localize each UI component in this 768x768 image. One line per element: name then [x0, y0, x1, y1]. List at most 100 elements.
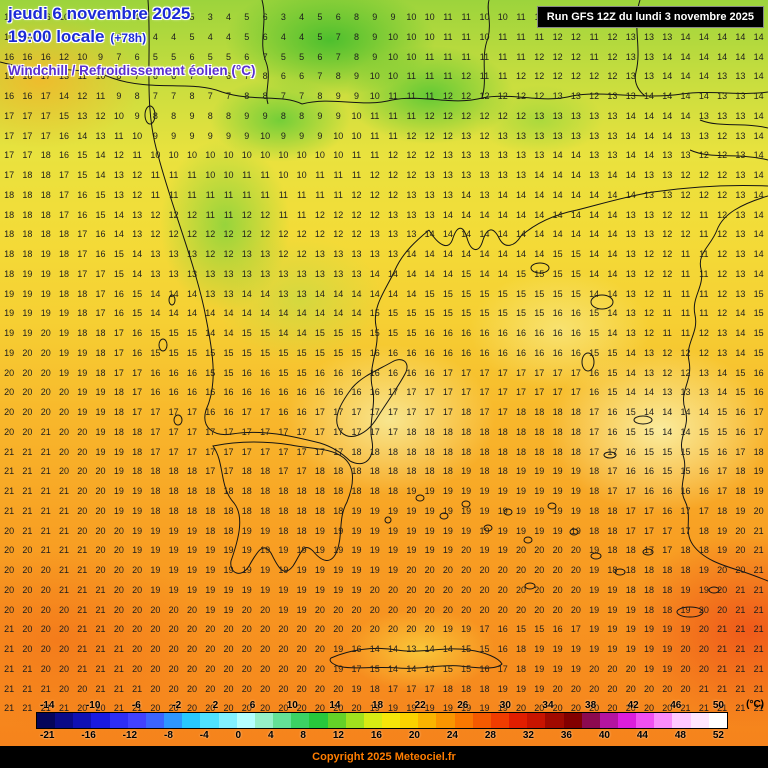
windchill-value: 12: [552, 31, 563, 42]
windchill-value: 17: [223, 446, 234, 457]
windchill-value: 14: [698, 51, 709, 62]
windchill-value: 12: [643, 268, 654, 279]
windchill-value: 18: [241, 466, 252, 477]
windchill-value: 13: [643, 209, 654, 220]
windchill-value: 15: [589, 308, 600, 319]
windchill-value: 10: [424, 12, 435, 22]
windchill-value: 18: [735, 466, 746, 477]
windchill-value: 20: [643, 703, 654, 714]
windchill-value: 18: [40, 150, 51, 161]
windchill-value: 11: [187, 170, 197, 180]
windchill-value: 11: [388, 110, 398, 121]
windchill-value: 19: [351, 683, 362, 694]
windchill-value: 21: [4, 624, 15, 635]
windchill-value: 14: [753, 189, 764, 200]
windchill-value: 15: [150, 328, 161, 338]
windchill-value: 20: [625, 663, 636, 674]
windchill-value: 14: [406, 268, 417, 279]
windchill-value: 13: [680, 130, 691, 141]
windchill-value: 19: [516, 466, 527, 477]
windchill-value: 10: [150, 150, 161, 161]
windchill-value: 13: [406, 644, 417, 654]
windchill-value: 19: [132, 486, 143, 496]
windchill-value: 14: [698, 31, 709, 42]
windchill-value: 13: [570, 91, 581, 101]
windchill-value: 20: [607, 703, 618, 714]
windchill-value: 15: [479, 288, 490, 299]
windchill-value: 21: [77, 565, 88, 575]
windchill-value: 18: [168, 486, 179, 496]
windchill-value: 6: [189, 51, 195, 62]
windchill-value: 18: [132, 466, 143, 477]
windchill-value: 21: [58, 486, 69, 496]
scale-tick-label: 44: [636, 730, 648, 741]
windchill-value: 14: [461, 209, 472, 220]
windchill-value: 16: [753, 387, 764, 398]
windchill-value: 21: [735, 703, 746, 714]
windchill-value: 14: [607, 209, 618, 220]
windchill-value: 19: [296, 584, 307, 595]
windchill-value: 14: [388, 644, 399, 654]
windchill-value: 20: [241, 604, 252, 615]
windchill-value: 15: [223, 347, 234, 358]
windchill-value: 19: [314, 545, 325, 556]
windchill-value: 15: [698, 446, 709, 457]
windchill-value: 16: [260, 387, 271, 398]
windchill-value: 19: [113, 505, 124, 516]
windchill-value: 15: [589, 328, 600, 338]
windchill-value: 14: [589, 229, 600, 240]
windchill-value: 17: [625, 486, 636, 496]
windchill-value: 20: [205, 624, 216, 635]
windchill-value: 19: [461, 466, 472, 477]
windchill-value: 16: [132, 347, 143, 358]
windchill-value: 13: [570, 130, 581, 141]
windchill-value: 14: [461, 189, 472, 200]
windchill-value: 9: [152, 130, 158, 141]
windchill-value: 19: [589, 604, 600, 615]
windchill-value: 17: [77, 268, 88, 279]
windchill-value: 11: [388, 91, 398, 101]
windchill-value: 20: [58, 466, 69, 477]
windchill-value: 10: [260, 150, 271, 161]
windchill-value: 14: [607, 189, 618, 200]
windchill-value: 15: [570, 249, 581, 259]
windchill-value: 20: [95, 565, 106, 575]
windchill-value: 18: [205, 525, 216, 536]
windchill-value: 5: [244, 12, 250, 22]
islands: [144, 105, 720, 618]
windchill-value: 18: [570, 446, 581, 457]
windchill-value: 12: [570, 51, 581, 62]
windchill-value: 11: [680, 308, 691, 319]
windchill-value: 18: [77, 328, 88, 338]
windchill-value: 21: [735, 683, 746, 694]
windchill-value: 9: [244, 110, 250, 121]
windchill-value: 15: [406, 328, 417, 338]
grid-row: 18 18 19 18 17 16 15 14 13 13 13 12 12 13 13 12 12 13 13 13…: [0, 245, 768, 265]
windchill-value: 14: [278, 308, 289, 319]
windchill-value: 10: [479, 31, 490, 42]
windchill-value: 21: [22, 683, 33, 694]
windchill-value: 12: [406, 150, 417, 161]
windchill-value: 10: [388, 71, 399, 82]
windchill-value: 19: [516, 683, 527, 694]
windchill-value: 21: [132, 703, 143, 714]
windchill-value: 19: [680, 584, 691, 595]
windchill-value: 21: [753, 663, 764, 674]
windchill-value: 11: [662, 308, 672, 319]
windchill-value: 16: [388, 367, 399, 378]
windchill-value: 20: [333, 683, 344, 694]
windchill-value: 17: [424, 683, 435, 694]
windchill-value: 11: [278, 209, 289, 220]
windchill-value: 16: [552, 624, 563, 635]
windchill-value: 12: [570, 31, 581, 42]
windchill-value: 19: [296, 545, 307, 556]
windchill-value: 8: [98, 31, 104, 42]
color-scale: -14 -10 -6 -2 2 6 10 14 18 22 26 30 34 38 42 46 50 -21 -1…: [36, 699, 728, 742]
windchill-value: 19: [4, 308, 15, 319]
windchill-value: 14: [369, 644, 380, 654]
scale-color-cell: [218, 713, 237, 728]
windchill-value: 13: [662, 189, 673, 200]
windchill-value: 15: [95, 209, 106, 220]
windchill-value: 10: [132, 130, 143, 141]
scale-tick-label: 24: [446, 730, 458, 741]
